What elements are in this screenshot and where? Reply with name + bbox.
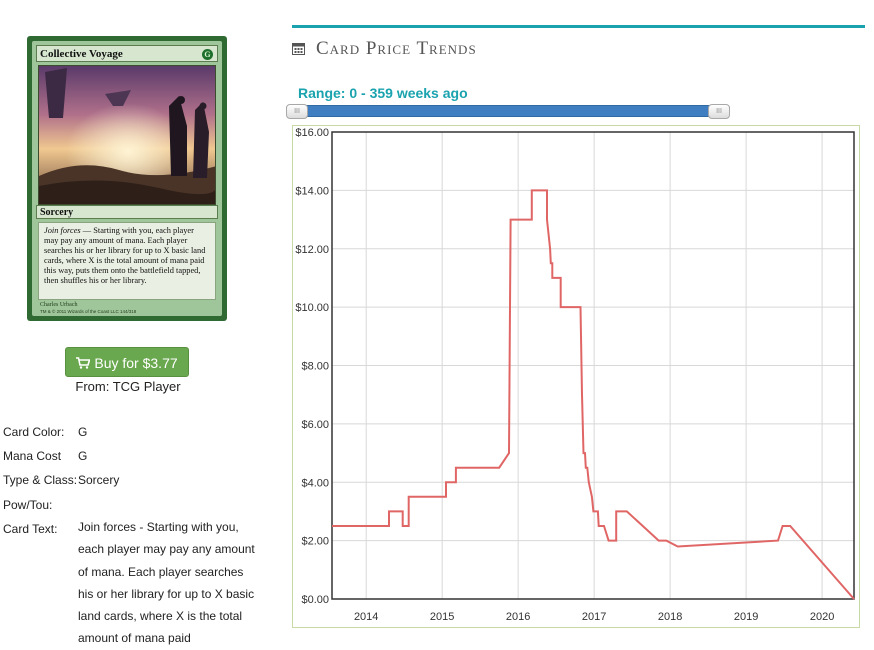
calendar-icon xyxy=(292,42,305,60)
card-rules-keyword: Join forces xyxy=(44,226,81,235)
section-accent-bar xyxy=(292,25,865,28)
x-tick-label: 2017 xyxy=(582,611,606,623)
price-source: From: TCG Player xyxy=(75,379,181,394)
card-text-value: Join forces - Starting with you, each pl… xyxy=(78,520,255,646)
card-image: Collective Voyage G xyxy=(27,36,227,321)
chart-frame xyxy=(292,125,860,628)
y-tick-label: $2.00 xyxy=(301,536,329,548)
y-tick-label: $0.00 xyxy=(301,594,329,606)
x-tick-label: 2018 xyxy=(658,611,682,623)
y-tick-label: $8.00 xyxy=(301,361,329,373)
type-class-label: Type & Class: xyxy=(3,473,78,487)
card-artist: Charles Urbach xyxy=(40,302,78,308)
price-trend-chart: $0.00 $2.00 $4.00 $6.00 $8.00 $10.00 $12.00 $14… xyxy=(295,127,855,623)
type-class-value: Sorcery xyxy=(78,473,120,487)
card-type-line: Sorcery xyxy=(36,205,218,219)
card-legal: TM & © 2011 Wizards of the Coast LLC 144… xyxy=(40,309,137,314)
x-tick-label: 2014 xyxy=(354,611,378,623)
x-tick-label: 2015 xyxy=(430,611,454,623)
card-text-label: Card Text: xyxy=(3,522,58,536)
range-slider-right-handle[interactable]: III xyxy=(708,104,730,119)
y-tick-label: $16.00 xyxy=(295,127,329,139)
card-color-label: Card Color: xyxy=(3,425,65,439)
artwork-illustration xyxy=(39,66,215,204)
y-tick-label: $14.00 xyxy=(295,185,329,197)
range-slider-track[interactable] xyxy=(286,105,730,117)
x-axis-labels: 2014 2015 2016 2017 2018 2019 2020 xyxy=(354,611,834,623)
y-tick-label: $12.00 xyxy=(295,244,329,256)
card-artwork xyxy=(38,65,216,205)
plot-area xyxy=(331,131,855,600)
card-name: Collective Voyage G xyxy=(36,45,218,62)
mana-cost-label: Mana Cost xyxy=(3,449,62,463)
buy-button-label: Buy for $3.77 xyxy=(94,355,178,371)
chart-grid xyxy=(332,131,854,600)
price-series-line xyxy=(332,189,855,600)
card-rules-box: Join forces — Starting with you, each pl… xyxy=(38,222,216,300)
y-tick-label: $6.00 xyxy=(301,419,329,431)
x-tick-label: 2019 xyxy=(734,611,758,623)
x-tick-label: 2016 xyxy=(506,611,530,623)
shopping-cart-icon xyxy=(76,349,91,379)
card-name-text: Collective Voyage xyxy=(40,48,123,60)
range-label: Range: 0 - 359 weeks ago xyxy=(298,85,468,101)
mana-cost-value: G xyxy=(78,449,88,463)
y-axis-labels: $0.00 $2.00 $4.00 $6.00 $8.00 $10.00 $12.00 $14… xyxy=(295,127,329,606)
green-mana-icon: G xyxy=(202,49,213,60)
pow-tou-label: Pow/Tou: xyxy=(3,498,53,512)
x-tick-label: 2020 xyxy=(810,611,834,623)
y-tick-label: $4.00 xyxy=(301,477,329,489)
card-color-value: G xyxy=(78,425,88,439)
section-title: Card Price Trends xyxy=(316,38,477,59)
buy-button[interactable]: Buy for $3.77 xyxy=(65,347,189,377)
card-rules-text: — Starting with you, each player may pay… xyxy=(44,226,206,285)
range-slider-left-handle[interactable]: III xyxy=(286,104,308,119)
y-tick-label: $10.00 xyxy=(295,302,329,314)
card-frame: Collective Voyage G xyxy=(32,41,222,316)
